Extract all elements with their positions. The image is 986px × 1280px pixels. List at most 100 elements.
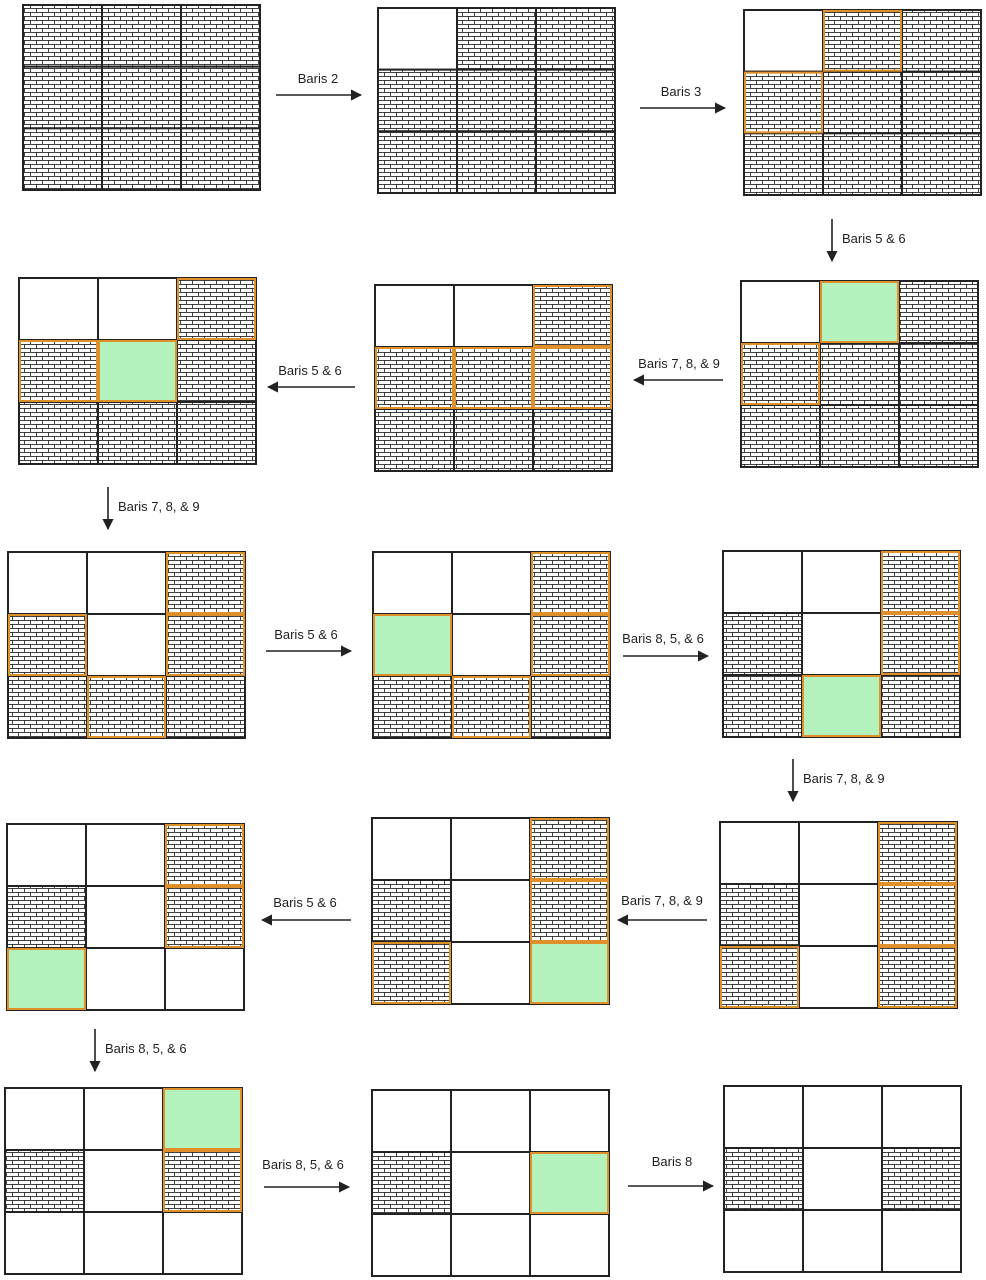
brick-cell — [6, 885, 87, 949]
cell-highlight-border — [373, 614, 452, 676]
brick-cell — [819, 342, 900, 406]
brick-cell — [743, 132, 824, 196]
cell-highlight-border — [878, 822, 957, 884]
edge-label: Baris 8 — [652, 1154, 692, 1169]
edge-label: Baris 7, 8, & 9 — [803, 771, 885, 786]
empty-cell — [371, 817, 452, 881]
brick-cell — [529, 817, 610, 881]
brick-cell — [180, 127, 261, 191]
empty-cell — [374, 284, 455, 348]
green-cell — [6, 947, 87, 1011]
brick-cell — [7, 613, 88, 677]
empty-cell — [722, 550, 803, 614]
empty-cell — [798, 883, 879, 947]
cell-highlight-border — [165, 824, 244, 886]
brick-cell — [101, 65, 182, 130]
empty-cell — [723, 1209, 804, 1273]
brick-cell — [162, 1149, 243, 1213]
cell-highlight-border — [8, 614, 87, 676]
brick-cell — [877, 883, 958, 947]
cell-highlight-border — [533, 285, 612, 347]
empty-cell — [85, 947, 166, 1011]
brick-cell — [456, 130, 537, 194]
empty-cell — [86, 613, 167, 677]
grid-1 — [22, 4, 261, 191]
empty-cell — [529, 1089, 610, 1153]
empty-cell — [450, 1089, 531, 1153]
cell-highlight-border — [531, 614, 610, 676]
brick-cell — [164, 823, 245, 887]
grid-10 — [719, 821, 958, 1009]
cell-highlight-border — [372, 942, 451, 1004]
brick-cell — [453, 346, 534, 410]
grid-15 — [723, 1085, 962, 1273]
empty-cell — [719, 821, 800, 885]
grid-7 — [7, 551, 246, 739]
green-cell — [801, 674, 882, 738]
brick-cell — [877, 821, 958, 885]
brick-cell — [880, 612, 961, 676]
brick-cell — [901, 9, 982, 73]
empty-cell — [743, 9, 824, 73]
brick-cell — [880, 550, 961, 614]
brick-cell — [7, 675, 88, 739]
brick-cell — [456, 68, 537, 133]
brick-cell — [898, 404, 979, 468]
cell-highlight-border — [165, 886, 244, 948]
cell-highlight-border — [166, 552, 245, 614]
cell-highlight-border — [530, 1152, 609, 1214]
cell-highlight-border — [744, 71, 823, 134]
brick-cell — [451, 675, 532, 739]
grid-11 — [371, 817, 610, 1005]
grid-4 — [740, 280, 979, 468]
edge-label: Baris 3 — [661, 84, 701, 99]
cell-highlight-border — [820, 281, 899, 343]
empty-cell — [7, 551, 88, 615]
empty-cell — [802, 1085, 883, 1149]
brick-cell — [740, 342, 821, 406]
brick-cell — [456, 7, 537, 71]
grid-3 — [743, 9, 982, 196]
empty-cell — [881, 1209, 962, 1273]
cell-highlight-border — [7, 948, 86, 1010]
green-cell — [819, 280, 900, 344]
brick-cell — [532, 284, 613, 348]
cell-highlight-border — [802, 675, 881, 737]
empty-cell — [83, 1149, 164, 1213]
cell-highlight-border — [530, 818, 609, 880]
brick-cell — [18, 339, 99, 403]
empty-cell — [18, 277, 99, 341]
brick-cell — [822, 70, 903, 135]
cell-highlight-border — [98, 340, 177, 402]
empty-cell — [802, 1147, 883, 1211]
empty-cell — [802, 1209, 883, 1273]
brick-cell — [22, 4, 103, 68]
grid-9 — [722, 550, 961, 738]
green-cell — [372, 613, 453, 677]
grid-8 — [372, 551, 611, 739]
grid-14 — [371, 1089, 610, 1277]
brick-cell — [180, 65, 261, 130]
green-cell — [529, 1151, 610, 1215]
empty-cell — [377, 7, 458, 71]
cell-highlight-border — [720, 946, 799, 1008]
brick-cell — [822, 132, 903, 196]
brick-cell — [97, 401, 178, 465]
brick-cell — [86, 675, 167, 739]
brick-cell — [530, 675, 611, 739]
empty-cell — [801, 612, 882, 676]
empty-cell — [798, 945, 879, 1009]
empty-cell — [164, 947, 245, 1011]
edge-label: Baris 7, 8, & 9 — [638, 356, 720, 371]
brick-cell — [880, 674, 961, 738]
brick-cell — [822, 9, 903, 73]
brick-cell — [18, 401, 99, 465]
brick-cell — [176, 277, 257, 341]
brick-cell — [453, 408, 534, 472]
brick-cell — [22, 65, 103, 130]
grid-12 — [6, 823, 245, 1011]
brick-cell — [898, 342, 979, 406]
empty-cell — [450, 1213, 531, 1277]
brick-cell — [901, 70, 982, 135]
brick-cell — [371, 879, 452, 943]
